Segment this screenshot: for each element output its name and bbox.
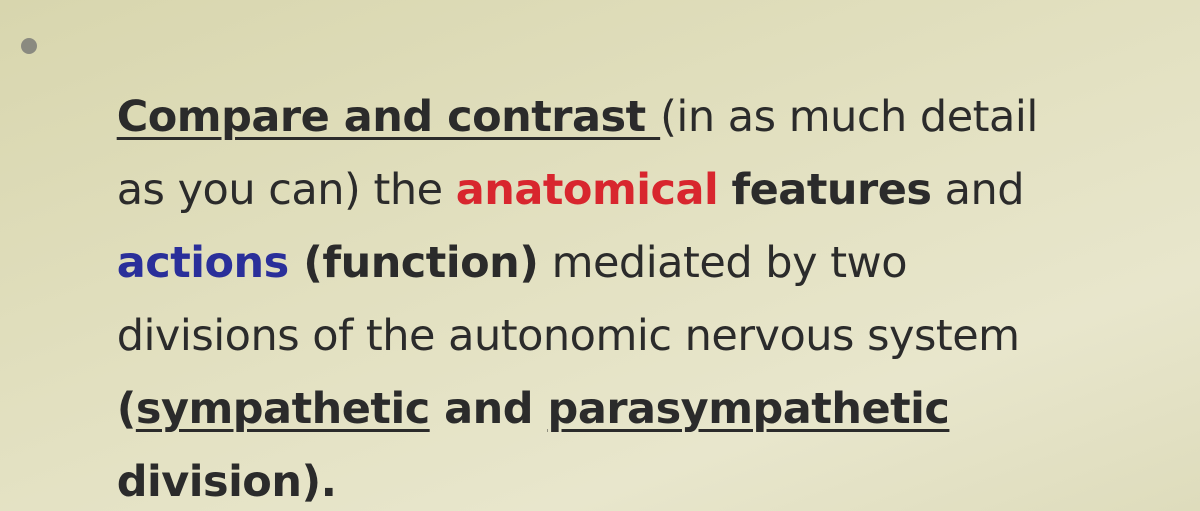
- text-line: as you can) the anatomical features and: [64, 81, 1025, 215]
- text-run: anatomical: [455, 165, 719, 215]
- text-line: (sympathetic and parasympathetic: [64, 300, 950, 434]
- text-run: features: [731, 165, 932, 215]
- text-run: and: [429, 384, 548, 434]
- text-run: division).: [116, 457, 337, 507]
- bullet: [21, 38, 37, 54]
- text-line: division).: [64, 373, 337, 507]
- text-run: mediated by two: [538, 238, 908, 288]
- text-line: Compare and contrast (in as much detail: [64, 8, 1039, 142]
- text-run: Compare and contrast: [116, 92, 661, 142]
- text-run: and: [931, 165, 1025, 215]
- text-run: (: [116, 384, 137, 434]
- text-run: divisions of the autonomic nervous syste…: [116, 311, 1020, 361]
- text-line: actions (function) mediated by two: [64, 154, 908, 288]
- text-run: parasympathetic: [547, 384, 950, 434]
- text-run: as you can) the: [116, 165, 456, 215]
- text-run: (function): [288, 238, 539, 288]
- text-run: actions: [116, 238, 290, 288]
- text-run: (in as much detail: [660, 92, 1038, 142]
- text-run: sympathetic: [135, 384, 430, 434]
- text-line: divisions of the autonomic nervous syste…: [64, 227, 1020, 361]
